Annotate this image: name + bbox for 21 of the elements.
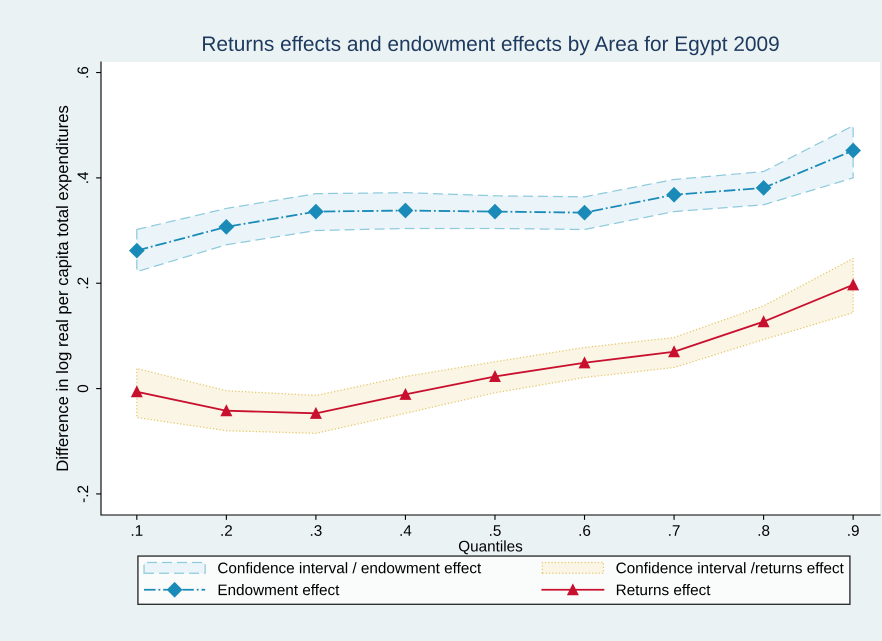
- y-tick-label: -.2: [77, 486, 88, 502]
- y-tick-label: 0: [77, 384, 88, 392]
- x-axis-title: Quantiles: [458, 540, 522, 554]
- y-tick-label: .6: [77, 66, 88, 78]
- x-tick-label: .1: [132, 525, 142, 536]
- text: Confidence interval /returns effect: [616, 562, 844, 574]
- x-tick-label: .8: [758, 525, 770, 536]
- x-tick-label: .5: [490, 525, 501, 536]
- legend-label: Returns effect: [616, 584, 710, 596]
- chart-title: Returns effects and endowment effects by Area for Egypt 2009: [203, 36, 779, 56]
- x-tick-label: .4: [400, 525, 412, 536]
- y-tick-label: .4: [78, 172, 88, 183]
- y-axis-title: Difference in log real per capita total expenditures: [56, 106, 72, 470]
- legend-label: Endowment effect: [218, 584, 340, 596]
- text: Confidence interval / endowment effect: [218, 562, 482, 574]
- x-tick-label: .9: [848, 525, 859, 536]
- y-tick-label: .2: [77, 278, 88, 288]
- x-tick-label: .6: [580, 525, 590, 536]
- x-tick-label: .3: [310, 525, 322, 536]
- x-tick-label: .2: [221, 525, 232, 536]
- x-tick-label: .7: [669, 525, 680, 536]
